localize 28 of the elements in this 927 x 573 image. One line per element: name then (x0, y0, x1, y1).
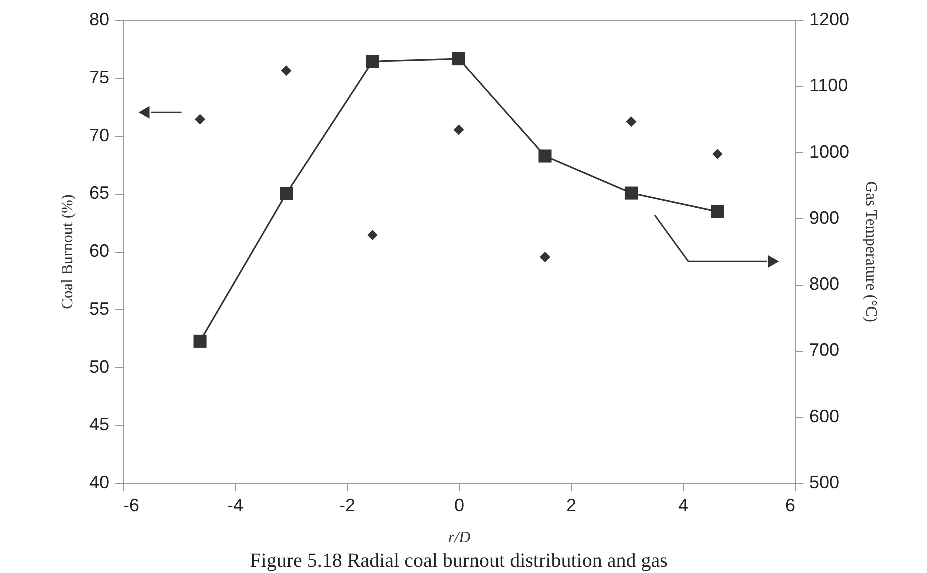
y-tick-label: 45 (89, 414, 110, 435)
y-tick-label: 60 (89, 241, 110, 261)
x-tick-label: 0 (454, 496, 465, 516)
y2-tick-label: 800 (810, 274, 840, 294)
x-tick-label: -2 (339, 496, 356, 516)
x-tick-label: 2 (566, 496, 577, 516)
y2-tick-label: 900 (810, 208, 840, 228)
x-tick-label: 4 (678, 496, 689, 516)
y2-tick-label: 600 (810, 406, 840, 426)
y-tick-label: 70 (89, 125, 110, 146)
y2-tick-label: 700 (810, 340, 840, 360)
y2-tick-label: 1000 (810, 142, 850, 162)
y2-axis-title: Gas Temperature (°C) (862, 182, 880, 322)
x-tick-label: -4 (227, 496, 244, 516)
y-axis-title: Coal Burnout (%) (59, 194, 76, 310)
y2-tick-label: 1100 (810, 76, 848, 96)
x-axis-title: r/D (448, 530, 472, 546)
y-tick-label: 50 (89, 356, 110, 377)
y-tick-label: 65 (89, 183, 110, 204)
y2-tick-label: 1200 (810, 10, 850, 30)
y2-tick-label: 500 (810, 472, 840, 492)
x-tick-label: -6 (124, 496, 140, 516)
y-tick-label: 55 (89, 298, 110, 319)
y-tick-label: 40 (89, 472, 110, 492)
caption: Figure 5.18 Radial coal burnout distribution and gas (250, 550, 668, 572)
y-tick-label: 75 (89, 67, 110, 88)
y-tick-label: 80 (89, 10, 110, 30)
x-tick-label: 6 (785, 496, 796, 516)
